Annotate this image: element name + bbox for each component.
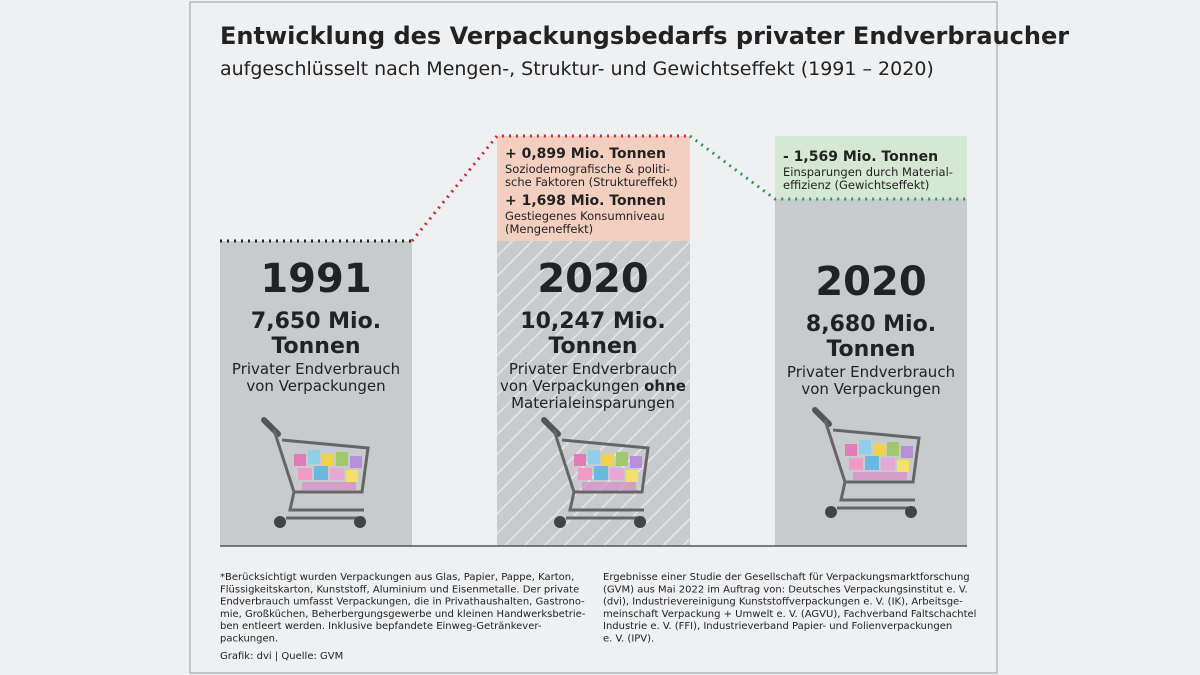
credit: Grafik: dvi | Quelle: GVM (220, 651, 343, 662)
increase-box (497, 136, 690, 241)
effect-text: Soziodemografische & politi- (505, 162, 670, 176)
effect-text: Gestiegenes Konsumniveau (505, 209, 665, 223)
source: Industrie e. V. (FFI), Industrieverband … (603, 621, 952, 632)
effect-text: (Mengeneffekt) (505, 222, 593, 236)
title: Entwicklung des Verpackungsbedarfs priva… (220, 22, 1069, 50)
source: Ergebnisse einer Studie der Gesellschaft… (603, 572, 970, 583)
description: Privater Endverbrauch (232, 360, 400, 378)
footnote: mie, Großküchen, Beherbergungsgewerbe un… (220, 609, 586, 620)
amount: 10,247 Mio. (520, 309, 665, 334)
year: 1991 (260, 256, 371, 302)
description-text: von Verpackungen (246, 377, 385, 395)
source: (GVM) aus Mai 2022 im Auftrag von: Deuts… (603, 584, 968, 595)
footnote: Endverbrauch umfasst Verpackungen, die i… (220, 597, 585, 608)
description: von Verpackungen (801, 380, 940, 398)
column-2020-gross (497, 241, 690, 546)
column-2020-net (775, 199, 967, 546)
description: Materialeinsparungen (511, 394, 675, 412)
footnote: Flüssigkeitskarton, Kunststoff, Aluminiu… (220, 584, 579, 595)
year: 2020 (815, 259, 926, 305)
dotted-line (689, 134, 967, 201)
effect-text: sche Faktoren (Struktureffekt) (505, 175, 678, 189)
source: meinschaft Verpackung + Umwelt e. V. (AG… (603, 609, 976, 620)
year: 2020 (537, 256, 648, 302)
description: von Verpackungen (246, 377, 385, 395)
effect-amount: - 1,569 Mio. Tonnen (783, 149, 938, 165)
amount: Tonnen (271, 334, 360, 359)
description-text: von Verpackungen (801, 380, 940, 398)
effect-amount: + 0,899 Mio. Tonnen (505, 146, 666, 162)
footnote: *Berücksichtigt wurden Verpackungen aus … (220, 572, 574, 583)
amount: 7,650 Mio. (251, 309, 381, 334)
effect-text: effizienz (Gewichtseffekt) (783, 178, 929, 192)
footnote: ben entleert werden. Inklusive bepfandet… (220, 621, 542, 632)
source: e. V. (IPV). (603, 634, 654, 645)
amount: 8,680 Mio. (806, 312, 936, 337)
amount: Tonnen (826, 337, 915, 362)
description-text: Materialeinsparungen (511, 394, 675, 412)
column-1991 (220, 241, 412, 546)
subtitle: aufgeschlüsselt nach Mengen-, Struktur- … (220, 58, 934, 80)
decrease-box (775, 136, 967, 199)
description-text: Privater Endverbrauch (509, 360, 677, 378)
description-emphasis: ohne (644, 377, 686, 395)
description-text: von Verpackungen (500, 377, 639, 395)
source: (dvi), Industrievereinigung Kunststoffve… (603, 597, 963, 608)
description-text: Privater Endverbrauch (787, 363, 955, 381)
footnote: packungen. (220, 634, 278, 645)
description-text: Privater Endverbrauch (232, 360, 400, 378)
amount: Tonnen (548, 334, 637, 359)
effect-text: Einsparungen durch Material- (783, 165, 953, 179)
description: Privater Endverbrauch (787, 363, 955, 381)
description: Privater Endverbrauch (509, 360, 677, 378)
effect-amount: + 1,698 Mio. Tonnen (505, 193, 666, 209)
description: von Verpackungen ohne (500, 377, 686, 395)
